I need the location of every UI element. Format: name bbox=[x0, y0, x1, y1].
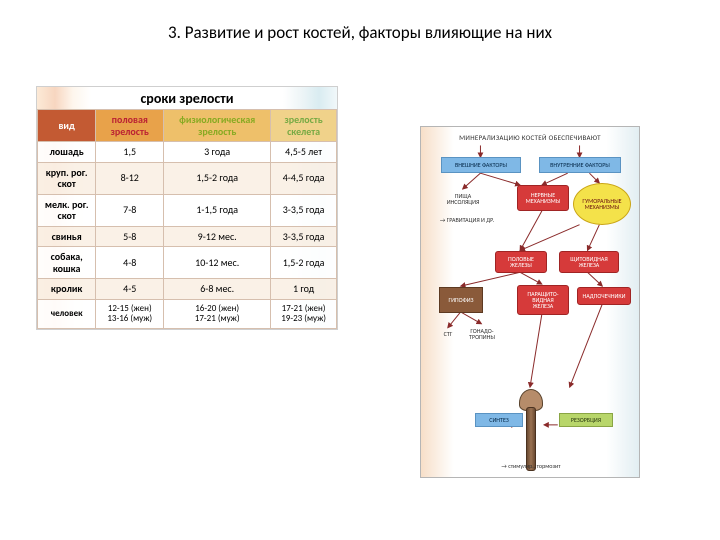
table-cell: свинья bbox=[38, 226, 96, 247]
table-row: круп. рог. скот8-121,5-2 года4-4,5 года bbox=[38, 162, 337, 194]
table-cell: 1 год bbox=[271, 279, 337, 300]
table-row: свинья5-89-12 мес.3-3,5 года bbox=[38, 226, 337, 247]
table-cell: 4-5 bbox=[96, 279, 164, 300]
node-humor: ГУМОРАЛЬНЫЕМЕХАНИЗМЫ bbox=[573, 183, 631, 225]
node-gonad: ПОЛОВЫЕЖЕЛЕЗЫ bbox=[495, 251, 547, 273]
table-cell: человек bbox=[38, 299, 96, 329]
table-cell: лошадь bbox=[38, 142, 96, 163]
table-caption: сроки зрелости bbox=[37, 87, 337, 109]
node-adren: НАДПОЧЕЧНИКИ bbox=[577, 287, 631, 305]
table-cell: 1,5-2 года bbox=[164, 162, 271, 194]
node-grav: → ГРАВИТАЦИЯ И ДР. bbox=[431, 215, 503, 225]
node-stg: СТГ bbox=[437, 329, 459, 339]
node-food: ПИЩАИНСОЛЯЦИЯ bbox=[435, 189, 491, 209]
table-cell: 16-20 (жен)17-21 (муж) bbox=[164, 299, 271, 329]
table-cell: 8-12 bbox=[96, 162, 164, 194]
table-cell: 1,5-2 года bbox=[271, 247, 337, 279]
node-gtrop: ГОНАДО-ТРОПИНЫ bbox=[461, 325, 503, 343]
table-cell: 1,5 bbox=[96, 142, 164, 163]
node-resorb: РЕЗОРБЦИЯ bbox=[559, 413, 613, 427]
table-cell: 10-12 мес. bbox=[164, 247, 271, 279]
col-sexual: половая зрелость bbox=[96, 110, 164, 142]
table-cell: 1-1,5 года bbox=[164, 194, 271, 226]
table-cell: 3-3,5 года bbox=[271, 226, 337, 247]
table-cell: 6-8 мес. bbox=[164, 279, 271, 300]
table-cell: 7-8 bbox=[96, 194, 164, 226]
node-legend: → стимулир., тормозит bbox=[481, 461, 581, 471]
table-cell: 17-21 (жен)19-23 (муж) bbox=[271, 299, 337, 329]
col-physio: физиологическая зрелость bbox=[164, 110, 271, 142]
table-row: человек12-15 (жен)13-16 (муж)16-20 (жен)… bbox=[38, 299, 337, 329]
table-cell: 4,5-5 лет bbox=[271, 142, 337, 163]
table-cell: 9-12 мес. bbox=[164, 226, 271, 247]
table-cell: 4-8 bbox=[96, 247, 164, 279]
node-hypoph: ГИПОФИЗ bbox=[439, 287, 483, 313]
node-extern: ВНЕШНИЕ ФАКТОРЫ bbox=[441, 157, 521, 173]
table-cell: собака, кошка bbox=[38, 247, 96, 279]
table-cell: круп. рог. скот bbox=[38, 162, 96, 194]
table-cell: 5-8 bbox=[96, 226, 164, 247]
node-synth: СИНТЕЗ bbox=[475, 413, 523, 427]
table-cell: 4-4,5 года bbox=[271, 162, 337, 194]
col-skeletal: зрелость скелета bbox=[271, 110, 337, 142]
table-cell: 3 года bbox=[164, 142, 271, 163]
factors-diagram-panel: МИНЕРАЛИЗАЦИЮ КОСТЕЙ ОБЕСПЕЧИВАЮТ ВНЕШНИ… bbox=[420, 126, 640, 478]
table-row: мелк. рог. скот7-81-1,5 года3-3,5 года bbox=[38, 194, 337, 226]
table-row: собака, кошка4-810-12 мес.1,5-2 года bbox=[38, 247, 337, 279]
maturity-table-panel: сроки зрелости вид половая зрелость физи… bbox=[36, 86, 338, 330]
table-cell: кролик bbox=[38, 279, 96, 300]
page-title: 3. Развитие и рост костей, факторы влияю… bbox=[0, 22, 720, 43]
col-species: вид bbox=[38, 110, 96, 142]
diagram-title: МИНЕРАЛИЗАЦИЮ КОСТЕЙ ОБЕСПЕЧИВАЮТ bbox=[421, 133, 639, 142]
node-intern: ВНУТРЕННИЕ ФАКТОРЫ bbox=[539, 157, 621, 173]
table-row: кролик4-56-8 мес.1 год bbox=[38, 279, 337, 300]
table-row: лошадь1,53 года4,5-5 лет bbox=[38, 142, 337, 163]
maturity-table: вид половая зрелость физиологическая зре… bbox=[37, 109, 337, 329]
node-parath: ПАРАЩИТО-ВИДНАЯЖЕЛЕЗА bbox=[517, 285, 569, 315]
table-cell: мелк. рог. скот bbox=[38, 194, 96, 226]
table-cell: 12-15 (жен)13-16 (муж) bbox=[96, 299, 164, 329]
node-nerv: НЕРВНЫЕМЕХАНИЗМЫ bbox=[517, 185, 569, 211]
table-cell: 3-3,5 года bbox=[271, 194, 337, 226]
node-thyr: ЩИТОВИДНАЯЖЕЛЕЗА bbox=[559, 251, 619, 273]
